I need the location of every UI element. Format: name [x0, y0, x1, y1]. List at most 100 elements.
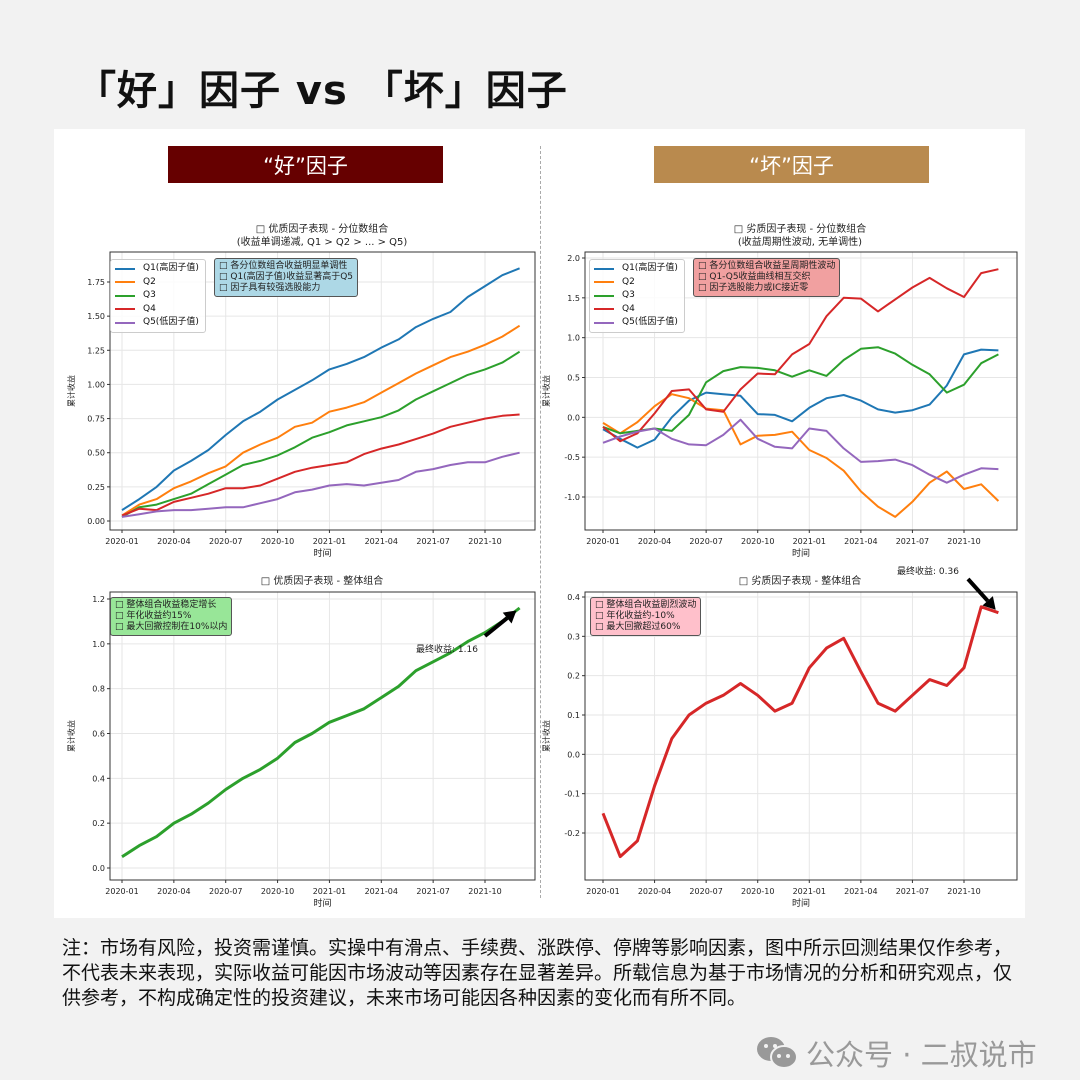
- legend-item: Q4: [115, 303, 199, 317]
- series-line-q5: [602, 418, 999, 484]
- annotation-box-good-quantile: □ 各分位数组合收益明显单调性 □ Q1(高因子值)收益显著高于Q5 □ 因子具…: [214, 258, 359, 297]
- series-line-q4: [602, 268, 999, 443]
- y-tick-label: 1.00: [87, 380, 105, 389]
- x-tick-label: 2021-04: [844, 537, 877, 546]
- legend-item: Q5(低因子值): [594, 316, 678, 330]
- legend-swatch: [115, 281, 135, 284]
- y-tick-label: -1.0: [564, 493, 580, 502]
- x-tick-label: 2021-01: [793, 537, 826, 546]
- legend-label: Q1(高因子值): [622, 263, 678, 273]
- y-axis-label: 累计收益: [66, 720, 76, 752]
- bad-factor-header: “坏”因子: [654, 146, 929, 183]
- annotation-box-bad-overall: □ 整体组合收益剧烈波动 □ 年化收益约-10% □ 最大回撤超过60%: [590, 597, 702, 636]
- good-factor-header: “好”因子: [168, 146, 443, 183]
- plot-frame: [584, 251, 1018, 531]
- legend-swatch: [594, 308, 614, 311]
- series-line-q5: [121, 451, 520, 518]
- chart-subtitle: (收益单调递减, Q1 > Q2 > ... > Q5): [237, 235, 408, 248]
- y-tick-label: 1.2: [92, 595, 105, 604]
- y-tick-label: 1.0: [567, 334, 580, 343]
- y-tick-label: 0.2: [567, 672, 580, 681]
- y-tick-label: 0.1: [567, 711, 580, 720]
- annotation-arrow-shaft: [966, 577, 990, 603]
- disclaimer-footnote: 注：市场有风险，投资需谨慎。实操中有滑点、手续费、涨跌停、停牌等影响因素，图中所…: [62, 937, 1013, 1009]
- legend-label: Q4: [622, 303, 635, 314]
- y-tick-label: 0.25: [87, 483, 105, 492]
- final-return-label: 最终收益: 0.36: [897, 565, 959, 577]
- legend-label: Q1(高因子值): [143, 263, 199, 273]
- x-tick-label: 2020-10: [261, 887, 294, 896]
- x-tick-label: 2020-01: [586, 537, 619, 546]
- series-line-: [601, 605, 999, 859]
- x-tick-label: 2021-10: [947, 887, 980, 896]
- divider: [540, 146, 541, 898]
- annotation-arrow-head: [982, 596, 996, 610]
- page-title: 「好」因子 vs 「坏」因子: [76, 68, 568, 114]
- annotation-arrow-shaft: [483, 616, 509, 638]
- legend-label: Q2: [622, 276, 635, 287]
- annotation-line: □ 整体组合收益剧烈波动: [595, 600, 697, 610]
- y-tick-label: 0.3: [567, 632, 580, 641]
- y-tick-label: 0.0: [567, 413, 580, 422]
- legend-swatch: [594, 281, 614, 284]
- y-tick-label: 0.50: [87, 449, 105, 458]
- annotation-line: □ 年化收益约15%: [115, 611, 192, 621]
- y-tick-label: 0.0: [92, 864, 105, 873]
- series-line-q2: [602, 393, 1000, 518]
- y-tick-label: 2.0: [567, 254, 580, 263]
- annotation-line: □ 年化收益约-10%: [595, 611, 675, 621]
- series-line-: [121, 606, 521, 859]
- y-tick-label: 0.75: [87, 415, 105, 424]
- x-tick-label: 2021-10: [468, 887, 501, 896]
- x-tick-label: 2021-04: [365, 887, 398, 896]
- y-tick-label: 0.4: [567, 593, 580, 602]
- x-tick-label: 2020-07: [689, 537, 722, 546]
- x-tick-label: 2021-07: [416, 887, 449, 896]
- x-axis-label: 时间: [313, 897, 331, 909]
- x-tick-label: 2021-04: [844, 887, 877, 896]
- series-line-q3: [121, 350, 521, 518]
- annotation-line: □ 因子具有较强选股能力: [219, 283, 321, 293]
- x-tick-label: 2020-04: [157, 887, 190, 896]
- legend-good-quantile: Q1(高因子值) Q2 Q3 Q4 Q5(低因子值): [110, 259, 206, 333]
- x-tick-label: 2021-01: [313, 537, 346, 546]
- y-tick-label: -0.1: [564, 790, 580, 799]
- y-tick-label: 0.00: [87, 517, 105, 526]
- annotation-line: □ 最大回撤控制在10%以内: [115, 622, 228, 632]
- y-axis-label: 累计收益: [541, 375, 551, 407]
- y-tick-label: 0.5: [567, 374, 580, 383]
- legend-item: Q1(高因子值): [594, 262, 678, 276]
- legend-label: Q5(低因子值): [143, 317, 199, 327]
- y-tick-label: 0.6: [92, 730, 105, 739]
- series-line-q4: [121, 413, 520, 517]
- x-tick-label: 2020-07: [689, 887, 722, 896]
- legend-bad-quantile: Q1(高因子值) Q2 Q3 Q4 Q5(低因子值): [589, 259, 685, 333]
- x-tick-label: 2021-07: [416, 537, 449, 546]
- chart-title: □ 劣质因子表现 - 分位数组合: [734, 222, 867, 235]
- y-tick-label: -0.2: [564, 829, 580, 838]
- x-tick-label: 2020-04: [157, 537, 190, 546]
- legend-item: Q2: [115, 276, 199, 290]
- y-tick-label: 1.50: [87, 312, 105, 321]
- y-tick-label: 1.25: [87, 346, 105, 355]
- legend-item: Q3: [115, 289, 199, 303]
- legend-swatch: [115, 267, 135, 270]
- x-tick-label: 2020-10: [741, 887, 774, 896]
- legend-label: Q3: [143, 290, 156, 300]
- x-tick-label: 2020-01: [105, 537, 138, 546]
- y-tick-label: 1.75: [87, 278, 105, 287]
- watermark: 公众号 · 二叔说市: [756, 1032, 1037, 1074]
- legend-swatch: [115, 308, 135, 311]
- wechat-icon: [756, 1036, 798, 1070]
- x-tick-label: 2021-04: [365, 537, 398, 546]
- legend-label: Q3: [622, 290, 635, 300]
- x-tick-label: 2021-01: [793, 887, 826, 896]
- plot-frame: [109, 251, 536, 531]
- legend-item: Q3: [594, 289, 678, 303]
- y-axis-label: 累计收益: [66, 375, 76, 407]
- annotation-line: □ 各分位数组合收益明显单调性: [219, 261, 348, 271]
- legend-swatch: [115, 294, 135, 297]
- x-tick-label: 2021-07: [896, 887, 929, 896]
- annotation-line: □ 各分位数组合收益呈周期性波动: [698, 261, 836, 271]
- legend-label: Q2: [143, 276, 156, 287]
